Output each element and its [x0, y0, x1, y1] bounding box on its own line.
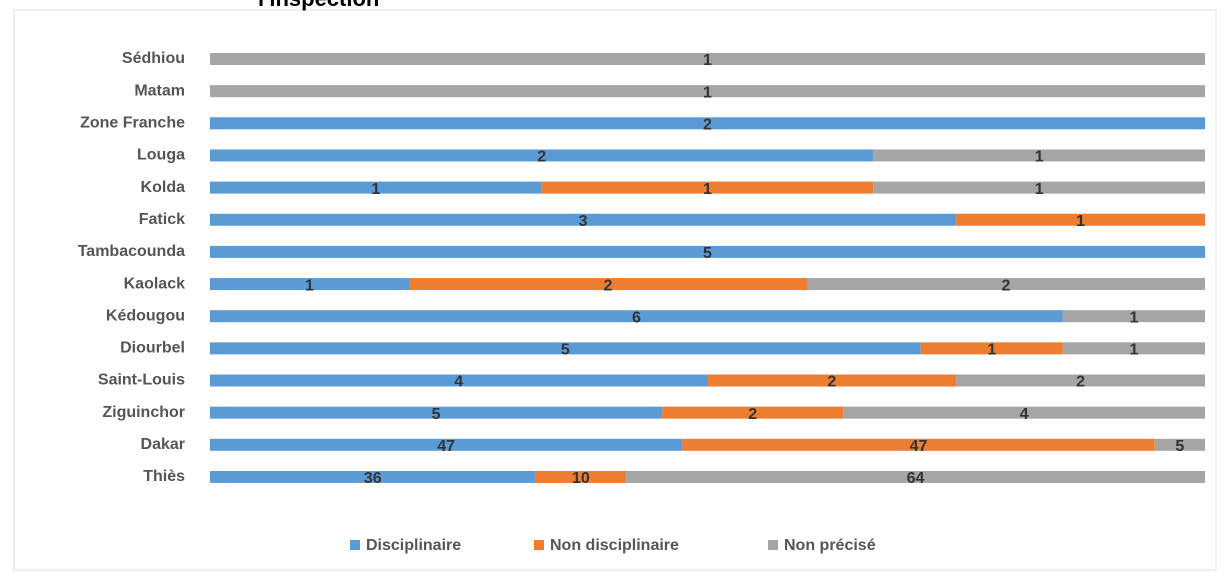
legend-label: Non précisé [784, 537, 876, 554]
value-label: 1 [371, 181, 380, 198]
bar-segment [210, 342, 921, 355]
bar-segment [1154, 438, 1205, 451]
value-label: 1 [1129, 342, 1138, 359]
value-label: 64 [907, 470, 925, 487]
bar-segment [210, 53, 1205, 65]
value-label: 2 [827, 374, 836, 391]
value-label: 2 [748, 406, 757, 423]
bar-segment [210, 149, 874, 162]
legend-label: Non disciplinaire [550, 537, 679, 554]
value-label: 47 [910, 438, 928, 455]
value-label: 4 [454, 374, 463, 391]
bar-segment [210, 245, 1205, 258]
bar-segment [409, 278, 807, 291]
category-label: Matam [134, 82, 185, 99]
category-label: Kolda [141, 179, 186, 196]
value-label: 1 [1076, 213, 1085, 230]
bar-segment [210, 85, 1205, 98]
bar-segment [843, 406, 1205, 419]
value-label: 10 [572, 470, 590, 487]
category-label: Kaolack [124, 275, 185, 292]
bar-segment [626, 470, 1205, 483]
value-label: 1 [703, 84, 712, 101]
bar-segment [1062, 310, 1205, 323]
value-label: 36 [364, 470, 382, 487]
bar-segment [535, 470, 627, 483]
chart-title: l'inspection [258, 0, 379, 11]
value-label: 1 [305, 277, 314, 294]
category-label: Diourbel [120, 340, 185, 357]
bar-segment [662, 406, 844, 419]
bar-segment [807, 278, 1205, 291]
bar-segment [210, 470, 536, 483]
bar-segment [210, 406, 663, 419]
value-label: 2 [537, 149, 546, 166]
value-label: 4 [1020, 406, 1029, 423]
category-label: Sédhiou [122, 50, 185, 67]
value-label: 47 [437, 438, 455, 455]
bar-segment [956, 374, 1205, 387]
legend-label: Disciplinaire [366, 537, 461, 554]
bar-segment [210, 181, 542, 194]
legend-swatch [534, 540, 544, 550]
bar-segment [210, 213, 957, 226]
legend-swatch [350, 540, 360, 550]
value-label: 5 [703, 245, 712, 262]
bar-segment [873, 181, 1205, 194]
value-label: 2 [1076, 374, 1085, 391]
bar-segment [210, 278, 409, 291]
category-label: Dakar [141, 436, 185, 453]
bar-segment [1062, 342, 1205, 355]
value-label: 1 [703, 52, 712, 69]
value-label: 5 [561, 342, 570, 359]
bar-segment [920, 342, 1063, 355]
category-label: Kédougou [106, 307, 185, 324]
category-label: Louga [137, 147, 185, 164]
bar-segment [873, 149, 1205, 162]
value-label: 5 [1175, 438, 1184, 455]
chart-frame [13, 9, 1217, 571]
bar-segment [210, 438, 683, 451]
bar-segment [210, 117, 1205, 130]
value-label: 1 [1035, 149, 1044, 166]
value-label: 1 [1129, 309, 1138, 326]
bar-segment [210, 310, 1063, 323]
value-label: 2 [604, 277, 613, 294]
value-label: 1 [703, 181, 712, 198]
legend-swatch [768, 540, 778, 550]
category-label: Fatick [139, 211, 185, 228]
bar-segment [707, 374, 957, 387]
category-label: Ziguinchor [102, 404, 185, 421]
value-label: 1 [1035, 181, 1044, 198]
category-label: Tambacounda [78, 243, 185, 260]
value-label: 1 [987, 342, 996, 359]
value-label: 2 [703, 117, 712, 134]
value-label: 3 [579, 213, 588, 230]
value-label: 2 [1002, 277, 1011, 294]
bar-segment [956, 213, 1205, 226]
value-label: 5 [432, 406, 441, 423]
bar-segment [210, 374, 708, 387]
category-label: Saint-Louis [98, 372, 185, 389]
value-label: 6 [632, 309, 641, 326]
category-label: Zone Franche [80, 115, 185, 132]
bar-segment [541, 181, 874, 194]
category-label: Thiès [143, 468, 185, 485]
bar-segment [682, 438, 1155, 451]
